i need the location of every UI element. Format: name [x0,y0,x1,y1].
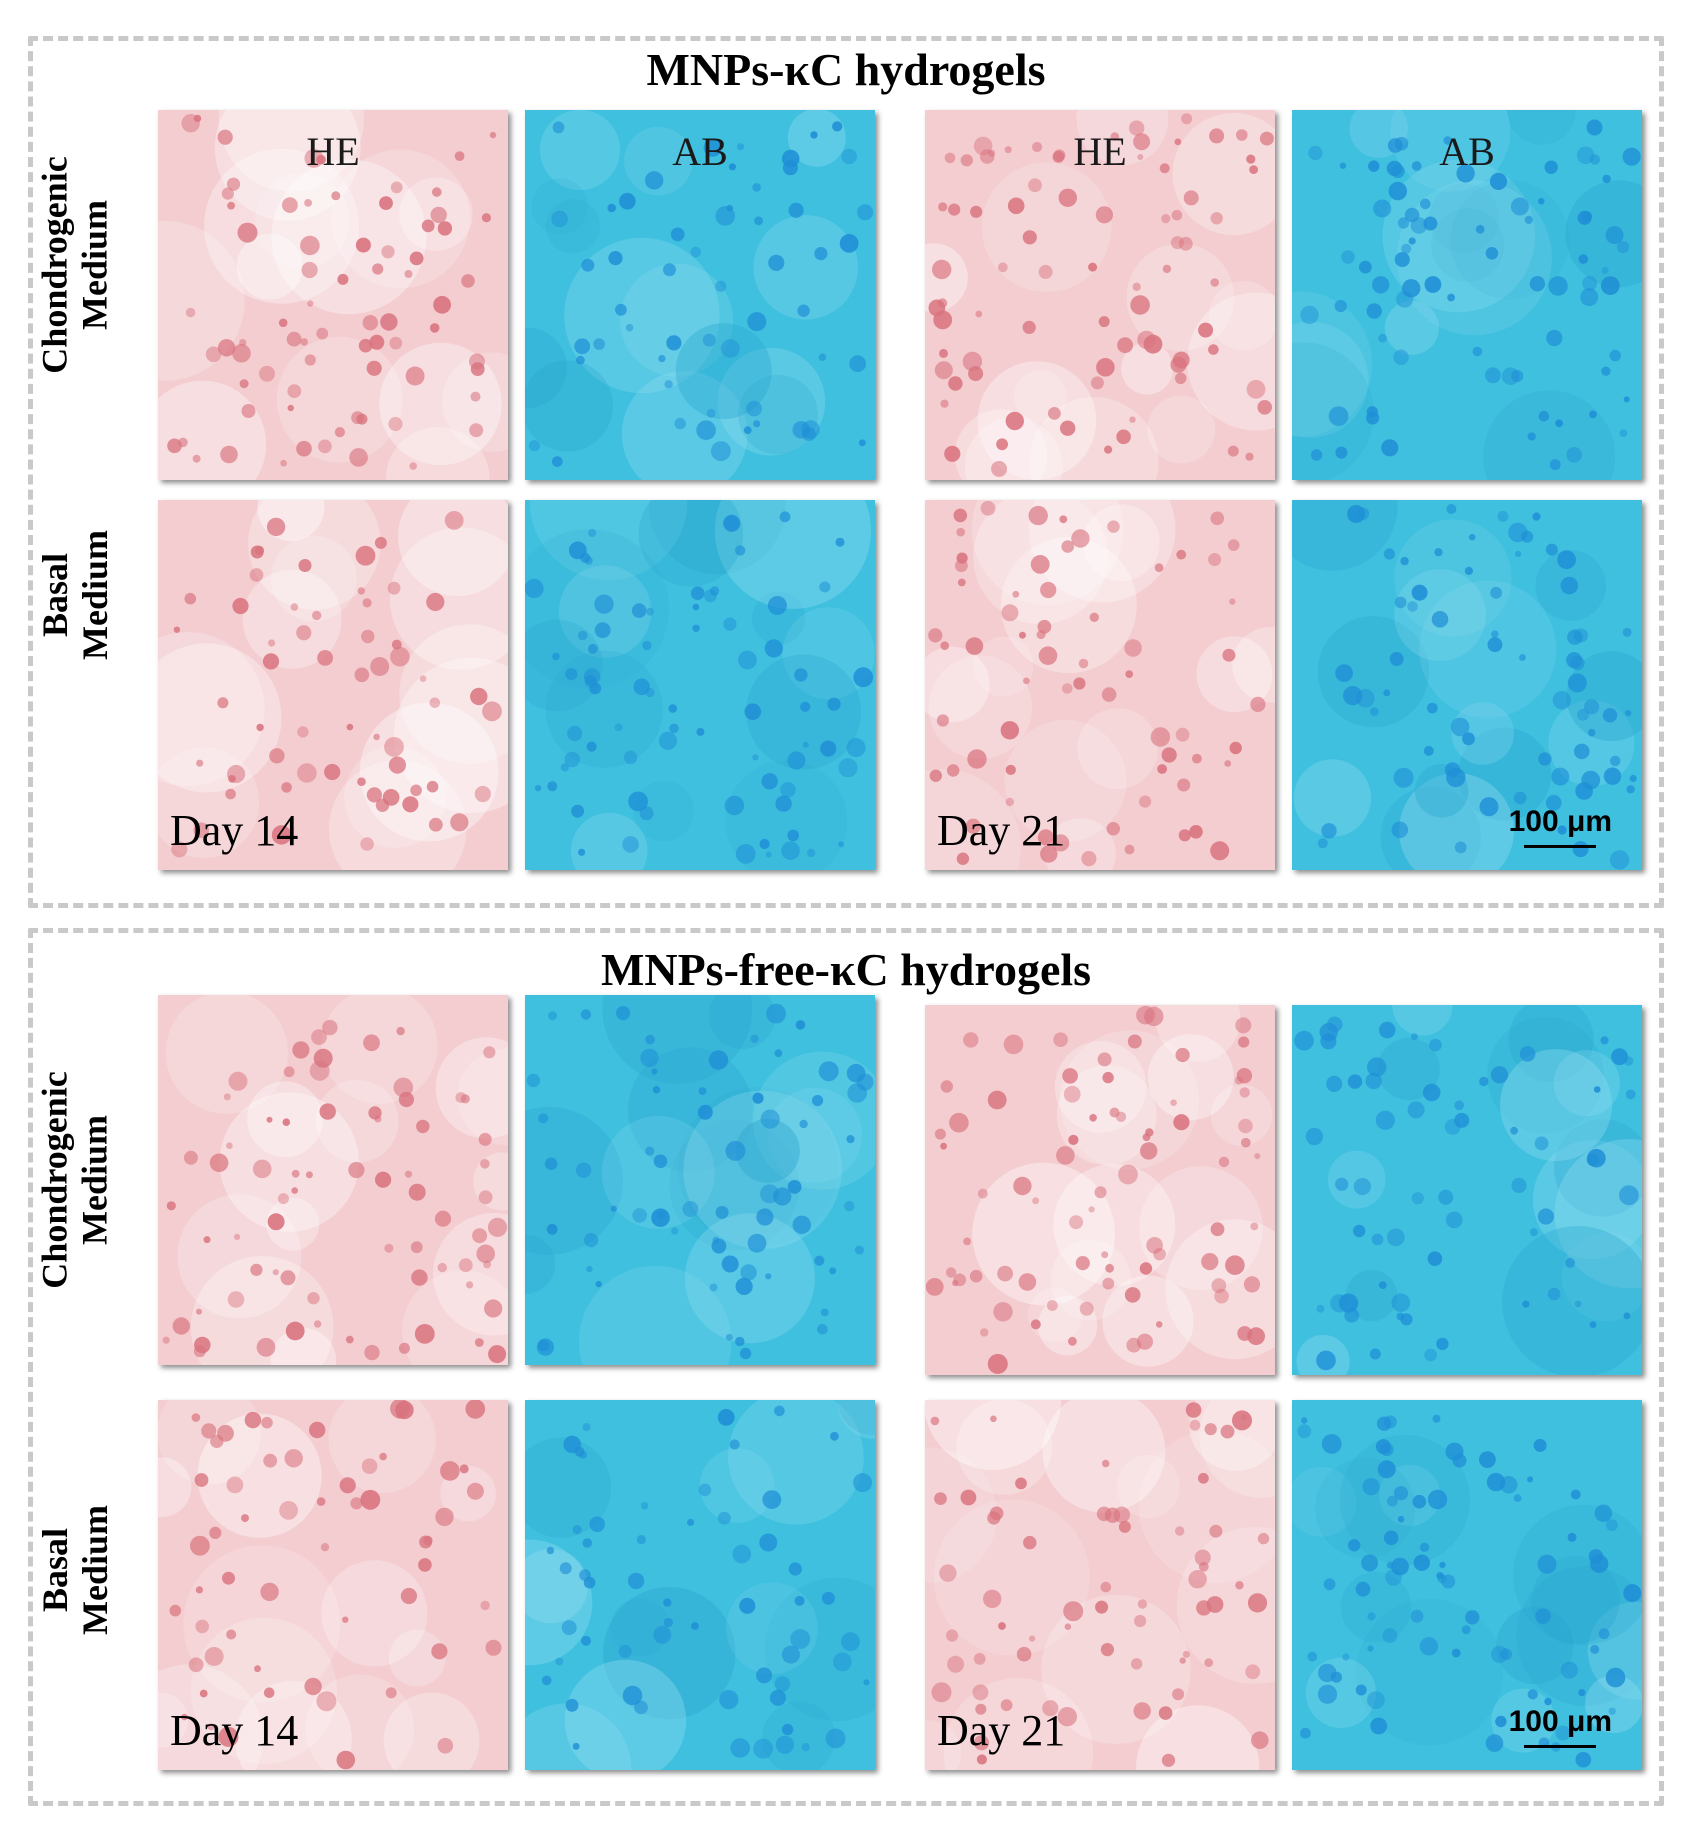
micrograph-ab [525,500,875,870]
group-mnps-free-kc: MNPs-free-κC hydrogels [28,928,1664,1806]
micrograph-ab: AB [1292,110,1642,480]
micrograph-he: Day 14 [158,1400,508,1770]
group-title: MNPs-free-κC hydrogels [600,944,1092,995]
micrograph-ab [525,1400,875,1770]
stain-label-he: HE [306,129,360,174]
scale-bar-label: 100 μm [1508,1705,1612,1738]
micrograph-he [925,1005,1275,1375]
group-title: MNPs-κC hydrogels [646,44,1046,95]
micrograph-he: Day 21 [925,500,1275,870]
group-mnps-kc: MNPs-κC hydrogels [28,36,1664,908]
row-label-line: Medium [75,1505,115,1635]
day-label: Day 14 [170,1706,299,1755]
scale-bar-line [1524,845,1597,848]
row-label-line: Chondrogenic [35,1071,75,1289]
micrograph-ab: 100 μm [1292,1400,1642,1770]
day-label: Day 21 [937,806,1066,855]
day-label: Day 21 [937,1706,1066,1755]
stain-label-ab: AB [1439,129,1495,174]
row-label-line: Medium [75,530,115,660]
row-label-chondrogenic: Chondrogenic Medium [20,95,130,435]
row-label-line: Chondrogenic [35,156,75,374]
micrograph-he: Day 21 [925,1400,1275,1770]
micrograph-ab: 100 μm [1292,500,1642,870]
row-label-basal: Basal Medium [20,1400,130,1740]
row-label-chondrogenic: Chondrogenic Medium [20,1010,130,1350]
row-label-line: Medium [75,200,115,330]
day-label: Day 14 [170,806,299,855]
micrograph-ab [1292,1005,1642,1375]
scale-bar: 100 μm [1509,1705,1612,1748]
stain-label-ab: AB [672,129,728,174]
scale-bar-line [1524,1745,1597,1748]
scale-bar: 100 μm [1509,805,1612,848]
row-label-basal: Basal Medium [20,425,130,765]
row-label-line: Basal [35,552,75,638]
micrograph-he [158,995,508,1365]
scale-bar-label: 100 μm [1508,805,1612,838]
micrograph-he: Day 14 [158,500,508,870]
row-label-line: Medium [75,1115,115,1245]
micrograph-ab: AB [525,110,875,480]
micrograph-he: HE [158,110,508,480]
stain-label-he: HE [1073,129,1127,174]
micrograph-ab [525,995,875,1365]
row-label-line: Basal [35,1527,75,1613]
micrograph-he: HE [925,110,1275,480]
